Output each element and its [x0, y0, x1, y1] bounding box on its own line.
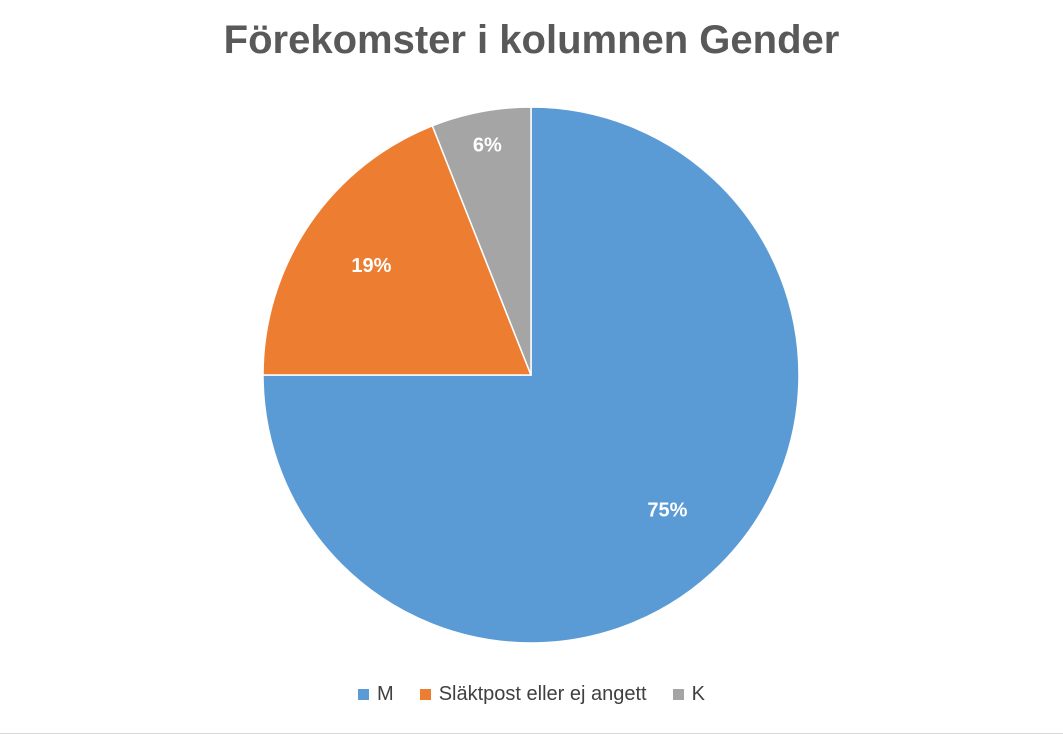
- legend-swatch-slaktpost: [419, 689, 431, 700]
- legend-swatch-k: [672, 689, 684, 700]
- legend-item-k: K: [672, 683, 705, 706]
- legend-label-slaktpost: Släktpost eller ej angett: [438, 683, 647, 705]
- legend-item-m: M: [358, 683, 394, 706]
- data-label-k: 6%: [473, 134, 502, 156]
- legend-swatch-m: [358, 689, 370, 700]
- pie-slice-slaktpost: [262, 124, 533, 376]
- data-label-m: 75%: [647, 500, 687, 522]
- legend-item-slaktpost: Släktpost eller ej angett: [419, 683, 647, 706]
- legend: M Släktpost eller ej angett K: [0, 683, 1063, 706]
- data-label-slaktpost: 19%: [351, 255, 391, 277]
- legend-label-m: M: [377, 683, 394, 705]
- legend-label-k: K: [691, 683, 705, 705]
- pie-slice-k: [431, 106, 532, 376]
- chart-title: Förekomster i kolumnen Gender: [223, 18, 840, 62]
